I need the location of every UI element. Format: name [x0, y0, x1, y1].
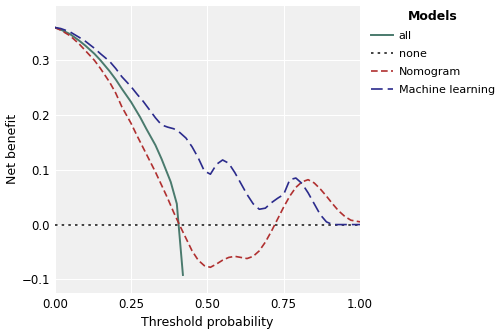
X-axis label: Threshold probability: Threshold probability	[141, 317, 274, 329]
Legend: all, none, Nomogram, Machine learning: all, none, Nomogram, Machine learning	[368, 8, 497, 97]
Y-axis label: Net benefit: Net benefit	[6, 114, 18, 184]
